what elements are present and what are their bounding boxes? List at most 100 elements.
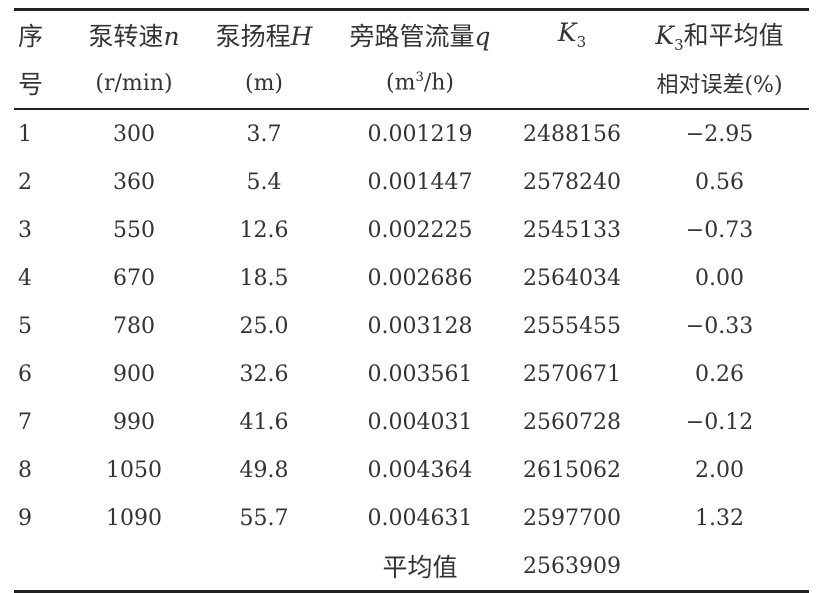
cell-index: 9 [18,505,32,531]
header-relative-error-var: K [655,20,675,50]
cell-k3: 2578240 [523,169,621,195]
cell-flow: 0.003128 [367,313,473,339]
cell-flow: 0.002686 [367,265,473,291]
cell-k3: 2545133 [523,217,621,243]
pump-data-table: 序 泵转速n 泵扬程H 旁路管流量q K3 K3和平均值 号 (r/min) (… [14,8,809,593]
header-pump-speed: 泵转速n [66,8,202,58]
header-pump-speed-var: n [163,21,180,51]
cell-speed: 300 [113,121,155,147]
table-row: 2 360 5.4 0.001447 2578240 0.56 [14,158,809,206]
cell-index: 4 [18,265,32,291]
header-pump-head-var: H [290,21,313,51]
cell-flow: 0.002225 [367,217,473,243]
header-relative-error: K3和平均值 [630,8,809,58]
cell-k3: 2597700 [523,505,621,531]
cell-index: 1 [18,121,32,147]
header-flow-unit-pre: (m [385,70,416,96]
header-flow-unit-post: /h) [423,70,454,96]
table-row: 9 1090 55.7 0.004631 2597700 1.32 [14,494,809,542]
cell-speed: 360 [113,169,155,195]
cell-head: 5.4 [246,169,282,195]
header-error-unit: 相对误差(%) [630,58,809,110]
header-flow-unit-sup: 3 [415,70,424,86]
cell-speed: 550 [113,217,155,243]
cell-speed: 900 [113,361,155,387]
header-k3: K3 [514,8,630,58]
cell-head: 49.8 [239,457,289,483]
cell-head: 55.7 [239,505,289,531]
cell-head: 32.6 [239,361,289,387]
cell-index: 8 [18,457,32,483]
cell-error: 0.00 [695,265,744,291]
cell-index: 5 [18,313,32,339]
header-relative-error-label: 和平均值 [683,20,784,50]
empty-cell [202,542,326,593]
header-row-2: 号 (r/min) (m) (m3/h) 相对误差(%) [14,58,809,110]
cell-k3: 2488156 [523,121,621,147]
cell-k3: 2615062 [523,457,621,483]
header-relative-error-sub: 3 [674,35,684,54]
data-table-container: 序 泵转速n 泵扬程H 旁路管流量q K3 K3和平均值 号 (r/min) (… [14,8,809,593]
header-index-2: 号 [14,58,66,110]
header-k3-var: K [557,18,577,47]
cell-k3: 2564034 [523,265,621,291]
table-row: 3 550 12.6 0.002225 2545133 −0.73 [14,206,809,254]
cell-error: 2.00 [695,457,744,483]
table-row: 5 780 25.0 0.003128 2555455 −0.33 [14,302,809,350]
cell-k3: 2555455 [523,313,621,339]
cell-head: 41.6 [239,409,289,435]
header-pump-head-label: 泵扬程 [215,21,291,51]
cell-flow: 0.004031 [367,409,473,435]
header-bypass-flow: 旁路管流量q [326,8,514,58]
average-row: 平均值 2563909 [14,542,809,593]
cell-flow: 0.004364 [367,457,473,483]
cell-index: 6 [18,361,32,387]
cell-flow: 0.003561 [367,361,473,387]
cell-flow: 0.001447 [367,169,473,195]
header-row-1: 序 泵转速n 泵扬程H 旁路管流量q K3 K3和平均值 [14,8,809,58]
table-row: 4 670 18.5 0.002686 2564034 0.00 [14,254,809,302]
header-index: 序 [14,8,66,58]
cell-error: −0.73 [685,217,754,243]
cell-error: 1.32 [695,505,744,531]
header-speed-unit: (r/min) [66,58,202,110]
header-k3-sub: 3 [576,33,587,51]
table-row: 6 900 32.6 0.003561 2570671 0.26 [14,350,809,398]
cell-head: 12.6 [239,217,289,243]
empty-cell [14,542,66,593]
cell-index: 3 [18,217,32,243]
cell-speed: 1050 [106,457,162,483]
cell-head: 25.0 [239,313,289,339]
header-head-unit: (m) [202,58,326,110]
header-bypass-flow-label: 旁路管流量 [349,21,475,51]
cell-speed: 1090 [106,505,162,531]
cell-k3: 2560728 [523,409,621,435]
empty-cell [66,542,202,593]
cell-index: 2 [18,169,32,195]
cell-error: −0.12 [685,409,754,435]
cell-k3: 2570671 [523,361,621,387]
cell-error: −0.33 [685,313,754,339]
table-row: 7 990 41.6 0.004031 2560728 −0.12 [14,398,809,446]
cell-index: 7 [18,409,32,435]
table-row: 1 300 3.7 0.001219 2488156 −2.95 [14,109,809,158]
cell-error: 0.26 [695,361,744,387]
header-pump-speed-label: 泵转速 [88,21,164,51]
table-row: 8 1050 49.8 0.004364 2615062 2.00 [14,446,809,494]
header-bypass-flow-var: q [474,21,491,51]
header-pump-head: 泵扬程H [202,8,326,58]
table-body: 1 300 3.7 0.001219 2488156 −2.95 2 360 5.4 0.0014… [14,109,809,593]
cell-speed: 670 [113,265,155,291]
empty-cell [630,542,809,593]
average-value: 2563909 [514,542,630,593]
cell-head: 18.5 [239,265,289,291]
cell-flow: 0.001219 [367,121,473,147]
cell-error: 0.56 [695,169,744,195]
header-flow-unit: (m3/h) [326,58,514,110]
header-k3-unit [514,58,630,110]
cell-head: 3.7 [246,121,282,147]
average-label: 平均值 [326,542,514,593]
cell-speed: 990 [113,409,155,435]
cell-speed: 780 [113,313,155,339]
cell-flow: 0.004631 [367,505,473,531]
